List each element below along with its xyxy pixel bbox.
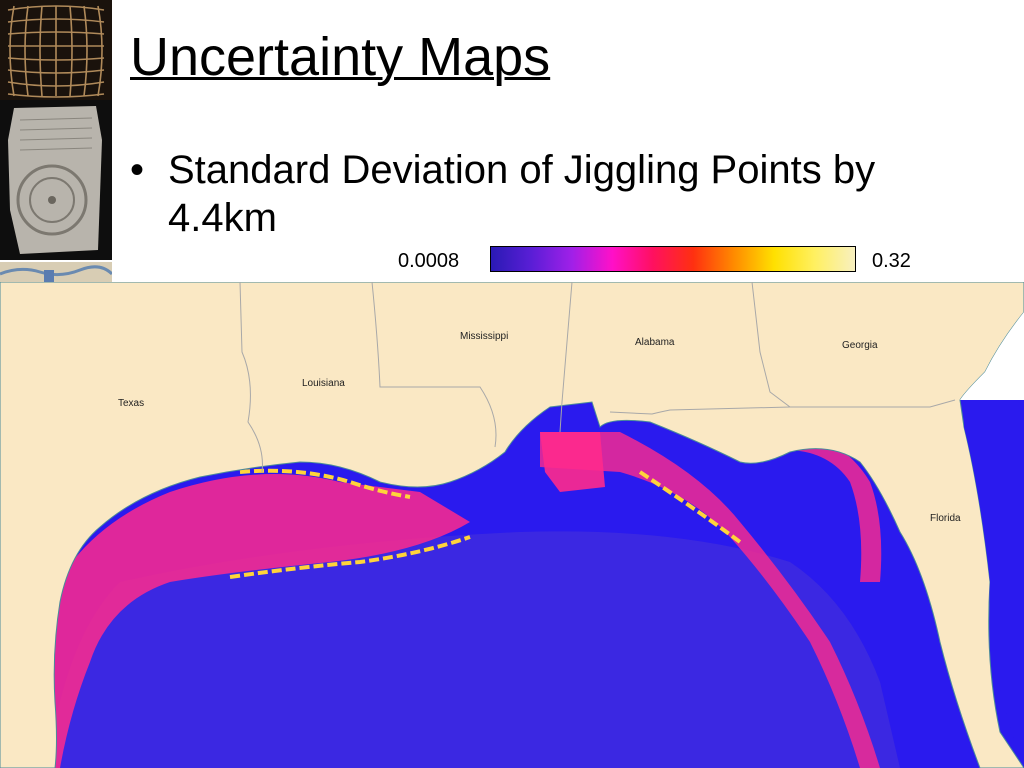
map-label-louisiana: Louisiana (302, 378, 345, 389)
peak-uncertainty-bands (229, 468, 742, 579)
thumbnail-clay-tablet (0, 100, 112, 260)
map-label-georgia: Georgia (842, 340, 878, 351)
high-uncertainty-west (29, 474, 470, 768)
bullet-text: Standard Deviation of Jiggling Points by… (168, 148, 876, 240)
atlantic-blue (964, 400, 1024, 768)
colorbar (490, 246, 856, 272)
colorbar-min-label: 0.0008 (398, 250, 460, 272)
map-label-mississippi: Mississippi (460, 331, 508, 342)
border-ms-al (559, 282, 573, 433)
peak-band-east (638, 470, 742, 544)
offshore-region (40, 531, 900, 768)
border-la-ms-river (371, 282, 497, 448)
peak-band-coast (239, 468, 411, 499)
page-title: Uncertainty Maps (130, 27, 551, 87)
border-tx-la (239, 282, 263, 473)
map-label-texas: Texas (118, 398, 144, 409)
bullet-marker: • (130, 148, 145, 192)
high-uncertainty-florida (780, 432, 882, 582)
state-borders (239, 282, 956, 473)
border-al-ga (751, 282, 956, 408)
high-uncertainty-delta (540, 432, 605, 492)
map-label-alabama: Alabama (635, 337, 675, 348)
gulf-uncertainty-map: Texas Louisiana Mississippi Alabama Geor… (0, 282, 1024, 768)
border-al-fl (609, 406, 791, 415)
peak-band-shelf (229, 535, 471, 579)
colorbar-max-label: 0.32 (872, 250, 911, 272)
thumbnail-old-map (0, 262, 112, 282)
thumbnail-grid-map (0, 0, 112, 100)
land (0, 282, 1024, 768)
atlantic-water (960, 312, 1024, 400)
map-label-florida: Florida (930, 513, 961, 524)
